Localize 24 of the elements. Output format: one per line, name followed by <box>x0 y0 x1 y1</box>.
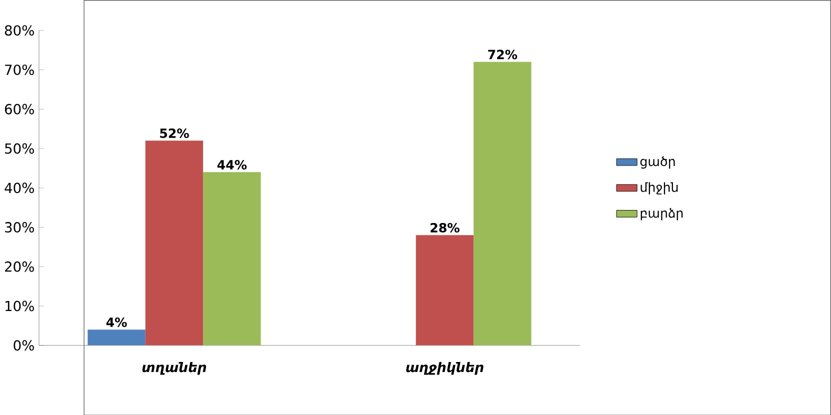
data-label: 52% <box>160 128 189 138</box>
y-tick-label: 80% <box>4 24 34 36</box>
x-tick-label: տղաներ <box>142 362 206 375</box>
y-tick-label: 10% <box>6 300 34 312</box>
data-label: 72% <box>488 49 518 60</box>
legend-label: միջին <box>640 182 678 194</box>
y-tick-label: 50% <box>5 143 34 154</box>
y-tick-label: 70% <box>5 64 34 75</box>
data-label: 44% <box>217 160 247 170</box>
bar <box>203 172 261 346</box>
legend-label: ցածր <box>640 156 675 168</box>
bar <box>474 62 532 346</box>
y-tick-label: 60% <box>4 104 34 114</box>
y-tick-label: 30% <box>5 222 34 232</box>
y-tick-label: 40% <box>4 182 34 193</box>
y-tick-label: 20% <box>5 261 34 272</box>
bar <box>145 140 204 346</box>
data-label: 28% <box>430 222 460 232</box>
bar <box>416 234 474 346</box>
y-tick-label: 0% <box>14 340 34 350</box>
x-tick-label: աղջիկներ <box>406 362 484 375</box>
legend-label: բարձր <box>640 208 683 220</box>
data-label: 4% <box>106 317 127 327</box>
bar <box>88 329 146 346</box>
